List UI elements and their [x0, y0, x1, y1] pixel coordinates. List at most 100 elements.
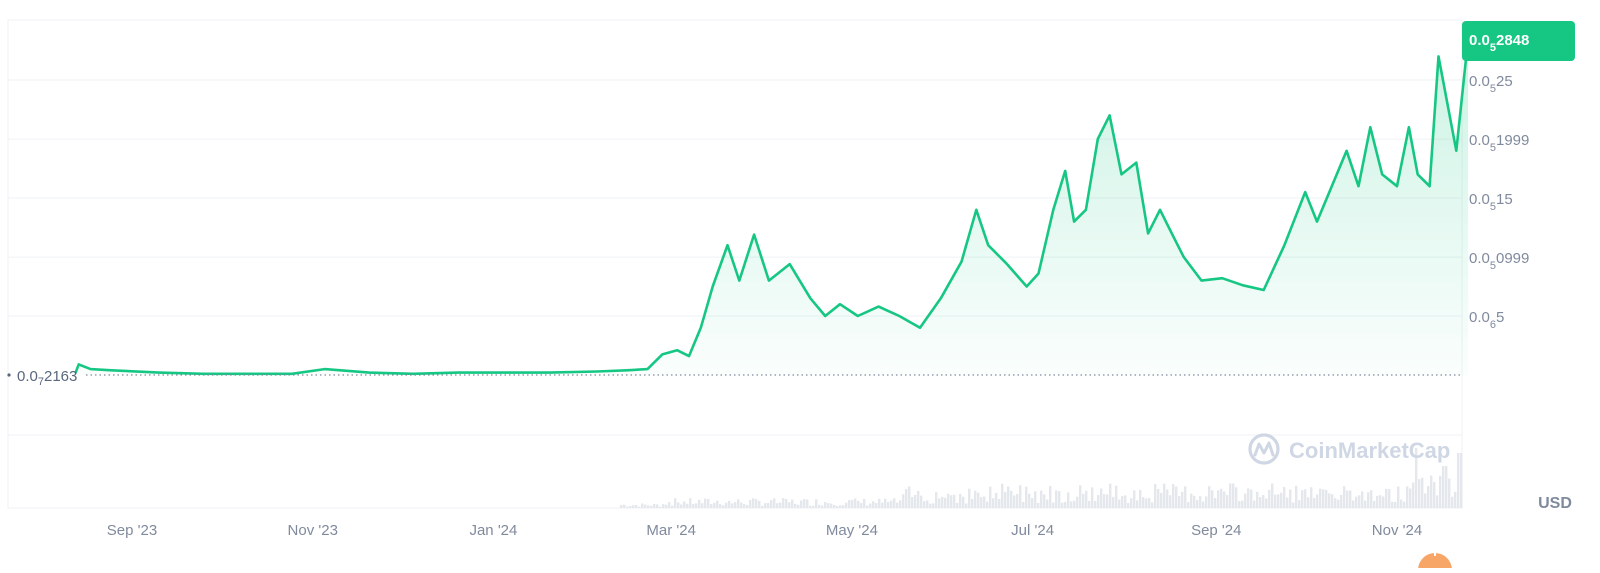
volume-bar — [671, 505, 674, 508]
volume-bar — [947, 493, 950, 508]
volume-bar — [1418, 479, 1421, 508]
volume-bar — [908, 486, 911, 508]
volume-bar — [971, 498, 974, 508]
volume-bar — [719, 504, 722, 508]
volume-bar — [1169, 495, 1172, 508]
volume-bar — [1079, 485, 1082, 508]
volume-bar — [1277, 494, 1280, 508]
volume-bar — [1259, 497, 1262, 508]
volume-bar — [1421, 477, 1424, 508]
volume-bar — [701, 503, 704, 508]
volume-bar — [1376, 495, 1379, 508]
volume-bar — [1046, 499, 1049, 508]
volume-bar — [1103, 494, 1106, 508]
volume-bar — [1250, 489, 1253, 508]
volume-bar — [1328, 493, 1331, 508]
volume-bar — [1334, 498, 1337, 508]
volume-bar — [1412, 482, 1415, 508]
volume-bar — [1115, 485, 1118, 508]
volume-bar — [1157, 488, 1160, 508]
volume-bar — [887, 502, 890, 508]
volume-bar — [1229, 483, 1232, 508]
volume-bar — [731, 503, 734, 508]
volume-bar — [1283, 487, 1286, 508]
volume-bar — [1244, 493, 1247, 508]
volume-bar — [983, 496, 986, 508]
volume-bar — [917, 491, 920, 508]
volume-bar — [1196, 500, 1199, 508]
x-tick-label: Nov '23 — [288, 522, 338, 539]
volume-bar — [1436, 495, 1439, 508]
y-axis: 0.065 0.050999 0.0515 0.051999 0.0525 — [1469, 73, 1529, 331]
volume-bar — [1031, 498, 1034, 508]
volume-bar — [665, 504, 668, 508]
volume-bar — [689, 498, 692, 508]
volume-bar — [1427, 486, 1430, 508]
volume-bar — [1331, 494, 1334, 508]
volume-bar — [827, 503, 830, 508]
volume-bar — [1268, 489, 1271, 508]
volume-bar — [635, 504, 638, 508]
volume-bar — [965, 503, 968, 508]
volume-bar — [1364, 500, 1367, 508]
volume-bar — [1448, 478, 1451, 508]
volume-bar — [938, 498, 941, 508]
volume-bar — [989, 486, 992, 508]
volume-bar — [1088, 500, 1091, 508]
volume-bar — [1043, 494, 1046, 508]
volume-bar — [815, 499, 818, 508]
volume-bar — [1145, 498, 1148, 508]
volume-bar — [1340, 494, 1343, 508]
volume-bar — [1133, 490, 1136, 508]
volume-bar — [1367, 492, 1370, 508]
volume-bar — [866, 505, 869, 508]
volume-bar — [653, 503, 656, 508]
volume-bar — [1292, 502, 1295, 508]
volume-bar — [1451, 496, 1454, 508]
volume-bar — [992, 498, 995, 508]
volume-bar — [1445, 466, 1448, 508]
scroll-handle-icon[interactable] — [1418, 550, 1452, 573]
volume-bar — [1151, 502, 1154, 508]
volume-bar — [977, 492, 980, 508]
x-tick-label: Jan '24 — [469, 522, 517, 539]
volume-bar — [620, 505, 623, 508]
volume-bar — [1400, 499, 1403, 508]
volume-bar — [1028, 493, 1031, 508]
volume-bar — [698, 499, 701, 508]
volume-bar — [1085, 490, 1088, 508]
volume-bar — [1307, 497, 1310, 508]
volume-bar — [1214, 498, 1217, 508]
volume-bar — [638, 506, 641, 508]
volume-bar — [1406, 486, 1409, 508]
volume-bar — [1439, 475, 1442, 508]
volume-bar — [896, 502, 899, 508]
volume-bar — [1097, 495, 1100, 508]
volume-bar — [899, 500, 902, 508]
volume-bar — [821, 505, 824, 508]
volume-bar — [1343, 486, 1346, 508]
volume-bar — [1430, 475, 1433, 508]
volume-bar — [1181, 491, 1184, 508]
volume-bar — [803, 499, 806, 508]
volume-bar — [878, 498, 881, 508]
volume-bar — [1304, 489, 1307, 508]
volume-bar — [833, 504, 836, 508]
volume-bar — [1232, 483, 1235, 508]
volume-bar — [749, 499, 752, 508]
volume-bar — [1217, 490, 1220, 508]
volume-bar — [1067, 492, 1070, 508]
currency-label[interactable]: USD — [1538, 495, 1572, 512]
volume-bar — [1247, 488, 1250, 508]
volume-bar — [1136, 500, 1139, 508]
volume-bar — [1118, 499, 1121, 508]
area-layer — [74, 37, 1470, 376]
volume-bar — [1184, 486, 1187, 508]
volume-bar — [1346, 490, 1349, 508]
volume-bar — [1262, 495, 1265, 508]
volume-bar — [1274, 494, 1277, 508]
baseline-label: 0.072163 — [17, 368, 77, 388]
volume-bar — [1187, 502, 1190, 508]
